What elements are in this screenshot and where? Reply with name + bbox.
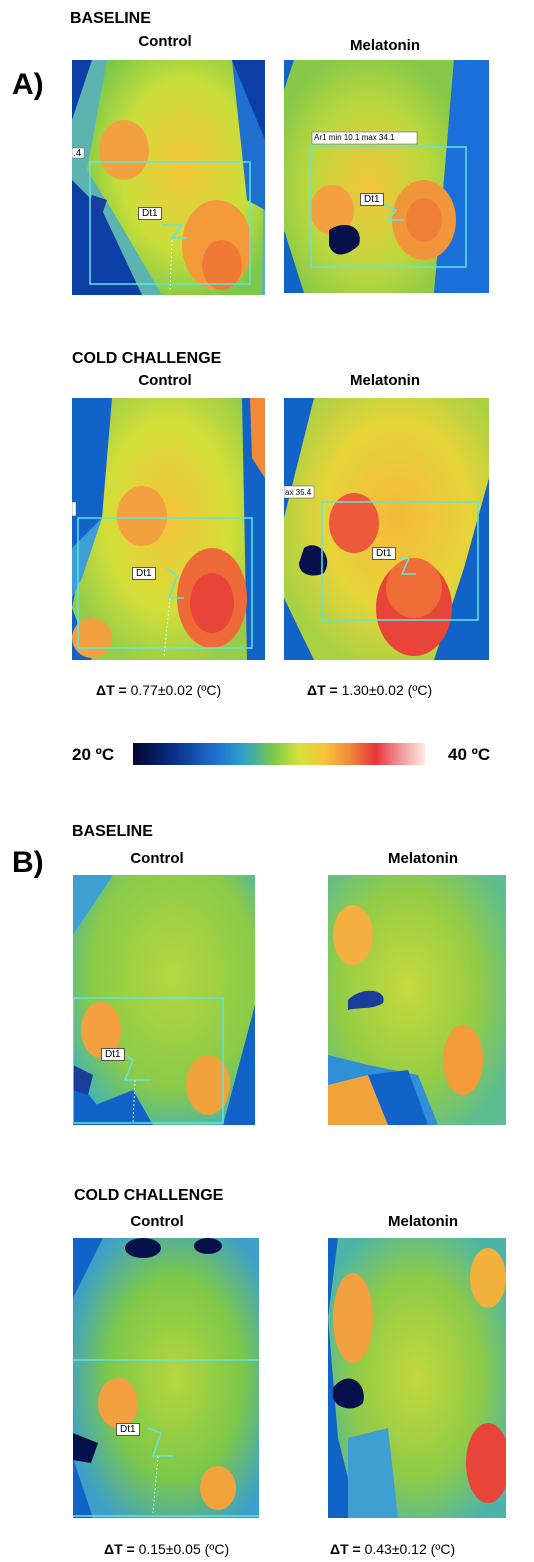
delta-a-melatonin-symbol: ΔT = — [307, 682, 342, 698]
delta-a-melatonin: ΔT = 1.30±0.02 (ºC) — [307, 682, 432, 698]
delta-a-control: ΔT = 0.77±0.02 (ºC) — [96, 682, 221, 698]
panel-a-letter: A) — [12, 68, 44, 101]
label-a-ax: ax 35.4 — [285, 488, 312, 497]
temperature-colorbar — [133, 743, 425, 765]
panel-b-cold-title: COLD CHALLENGE — [74, 1187, 224, 1204]
label-a-4: .4 — [73, 148, 82, 159]
thermal-image-b-cold-melatonin — [328, 1238, 506, 1518]
delta-b-melatonin: ΔT = 0.43±0.12 (ºC) — [330, 1541, 455, 1557]
panel-b-cold-control-title: Control — [130, 1213, 184, 1230]
panel-b-baseline-melatonin-title: Melatonin — [388, 850, 458, 867]
thermal-image-a-cold-control — [72, 398, 265, 660]
delta-b-control-symbol: ΔT = — [104, 1541, 139, 1557]
scale-min-label: 20 ºC — [72, 745, 115, 764]
label-a-dt1-baseline-control: Dt1 — [138, 207, 162, 220]
panel-b-baseline-control-title: Control — [130, 850, 184, 867]
panel-a-cold-control-title: Control — [138, 372, 192, 389]
scale-max-label: 40 ºC — [448, 745, 491, 764]
label-b-dt1-cold-control: Dt1 — [116, 1423, 140, 1436]
panel-a-cold-title: COLD CHALLENGE — [72, 350, 222, 367]
label-a-dt1-cold-melatonin: Dt1 — [372, 547, 396, 560]
thermal-image-a-baseline-control — [72, 60, 265, 295]
label-a-dt1-cold-control: Dt1 — [132, 567, 156, 580]
delta-b-control-value: 0.15±0.05 (ºC) — [138, 1541, 230, 1557]
thermal-image-b-baseline-melatonin — [328, 875, 506, 1125]
thermal-image-a-cold-melatonin — [284, 398, 489, 660]
delta-a-control-symbol: ΔT = — [96, 682, 131, 698]
panel-b-cold-melatonin-title: Melatonin — [388, 1213, 458, 1230]
delta-b-melatonin-value: 0.43±0.12 (ºC) — [364, 1541, 456, 1557]
panel-b-letter: B) — [12, 846, 44, 879]
delta-b-melatonin-symbol: ΔT = — [330, 1541, 365, 1557]
label-a-dt1-baseline-melatonin: Dt1 — [360, 193, 384, 206]
delta-a-control-value: 0.77±0.02 (ºC) — [130, 682, 222, 698]
panel-a-baseline-control-title: Control — [138, 33, 192, 50]
delta-b-control: ΔT = 0.15±0.05 (ºC) — [104, 1541, 229, 1557]
thermal-image-b-cold-control — [73, 1238, 259, 1518]
panel-a-baseline-title: BASELINE — [70, 10, 151, 27]
label-a-ar1: Ar1 min 10.1 max 34.1 — [314, 133, 395, 142]
label-b-dt1-baseline-control: Dt1 — [101, 1048, 125, 1061]
panel-a-baseline-melatonin-title: Melatonin — [350, 37, 420, 54]
thermal-image-a-baseline-melatonin — [284, 60, 489, 293]
thermal-image-b-baseline-control — [73, 875, 255, 1125]
panel-b-baseline-title: BASELINE — [72, 823, 153, 840]
panel-a-cold-melatonin-title: Melatonin — [350, 372, 420, 389]
delta-a-melatonin-value: 1.30±0.02 (ºC) — [341, 682, 433, 698]
